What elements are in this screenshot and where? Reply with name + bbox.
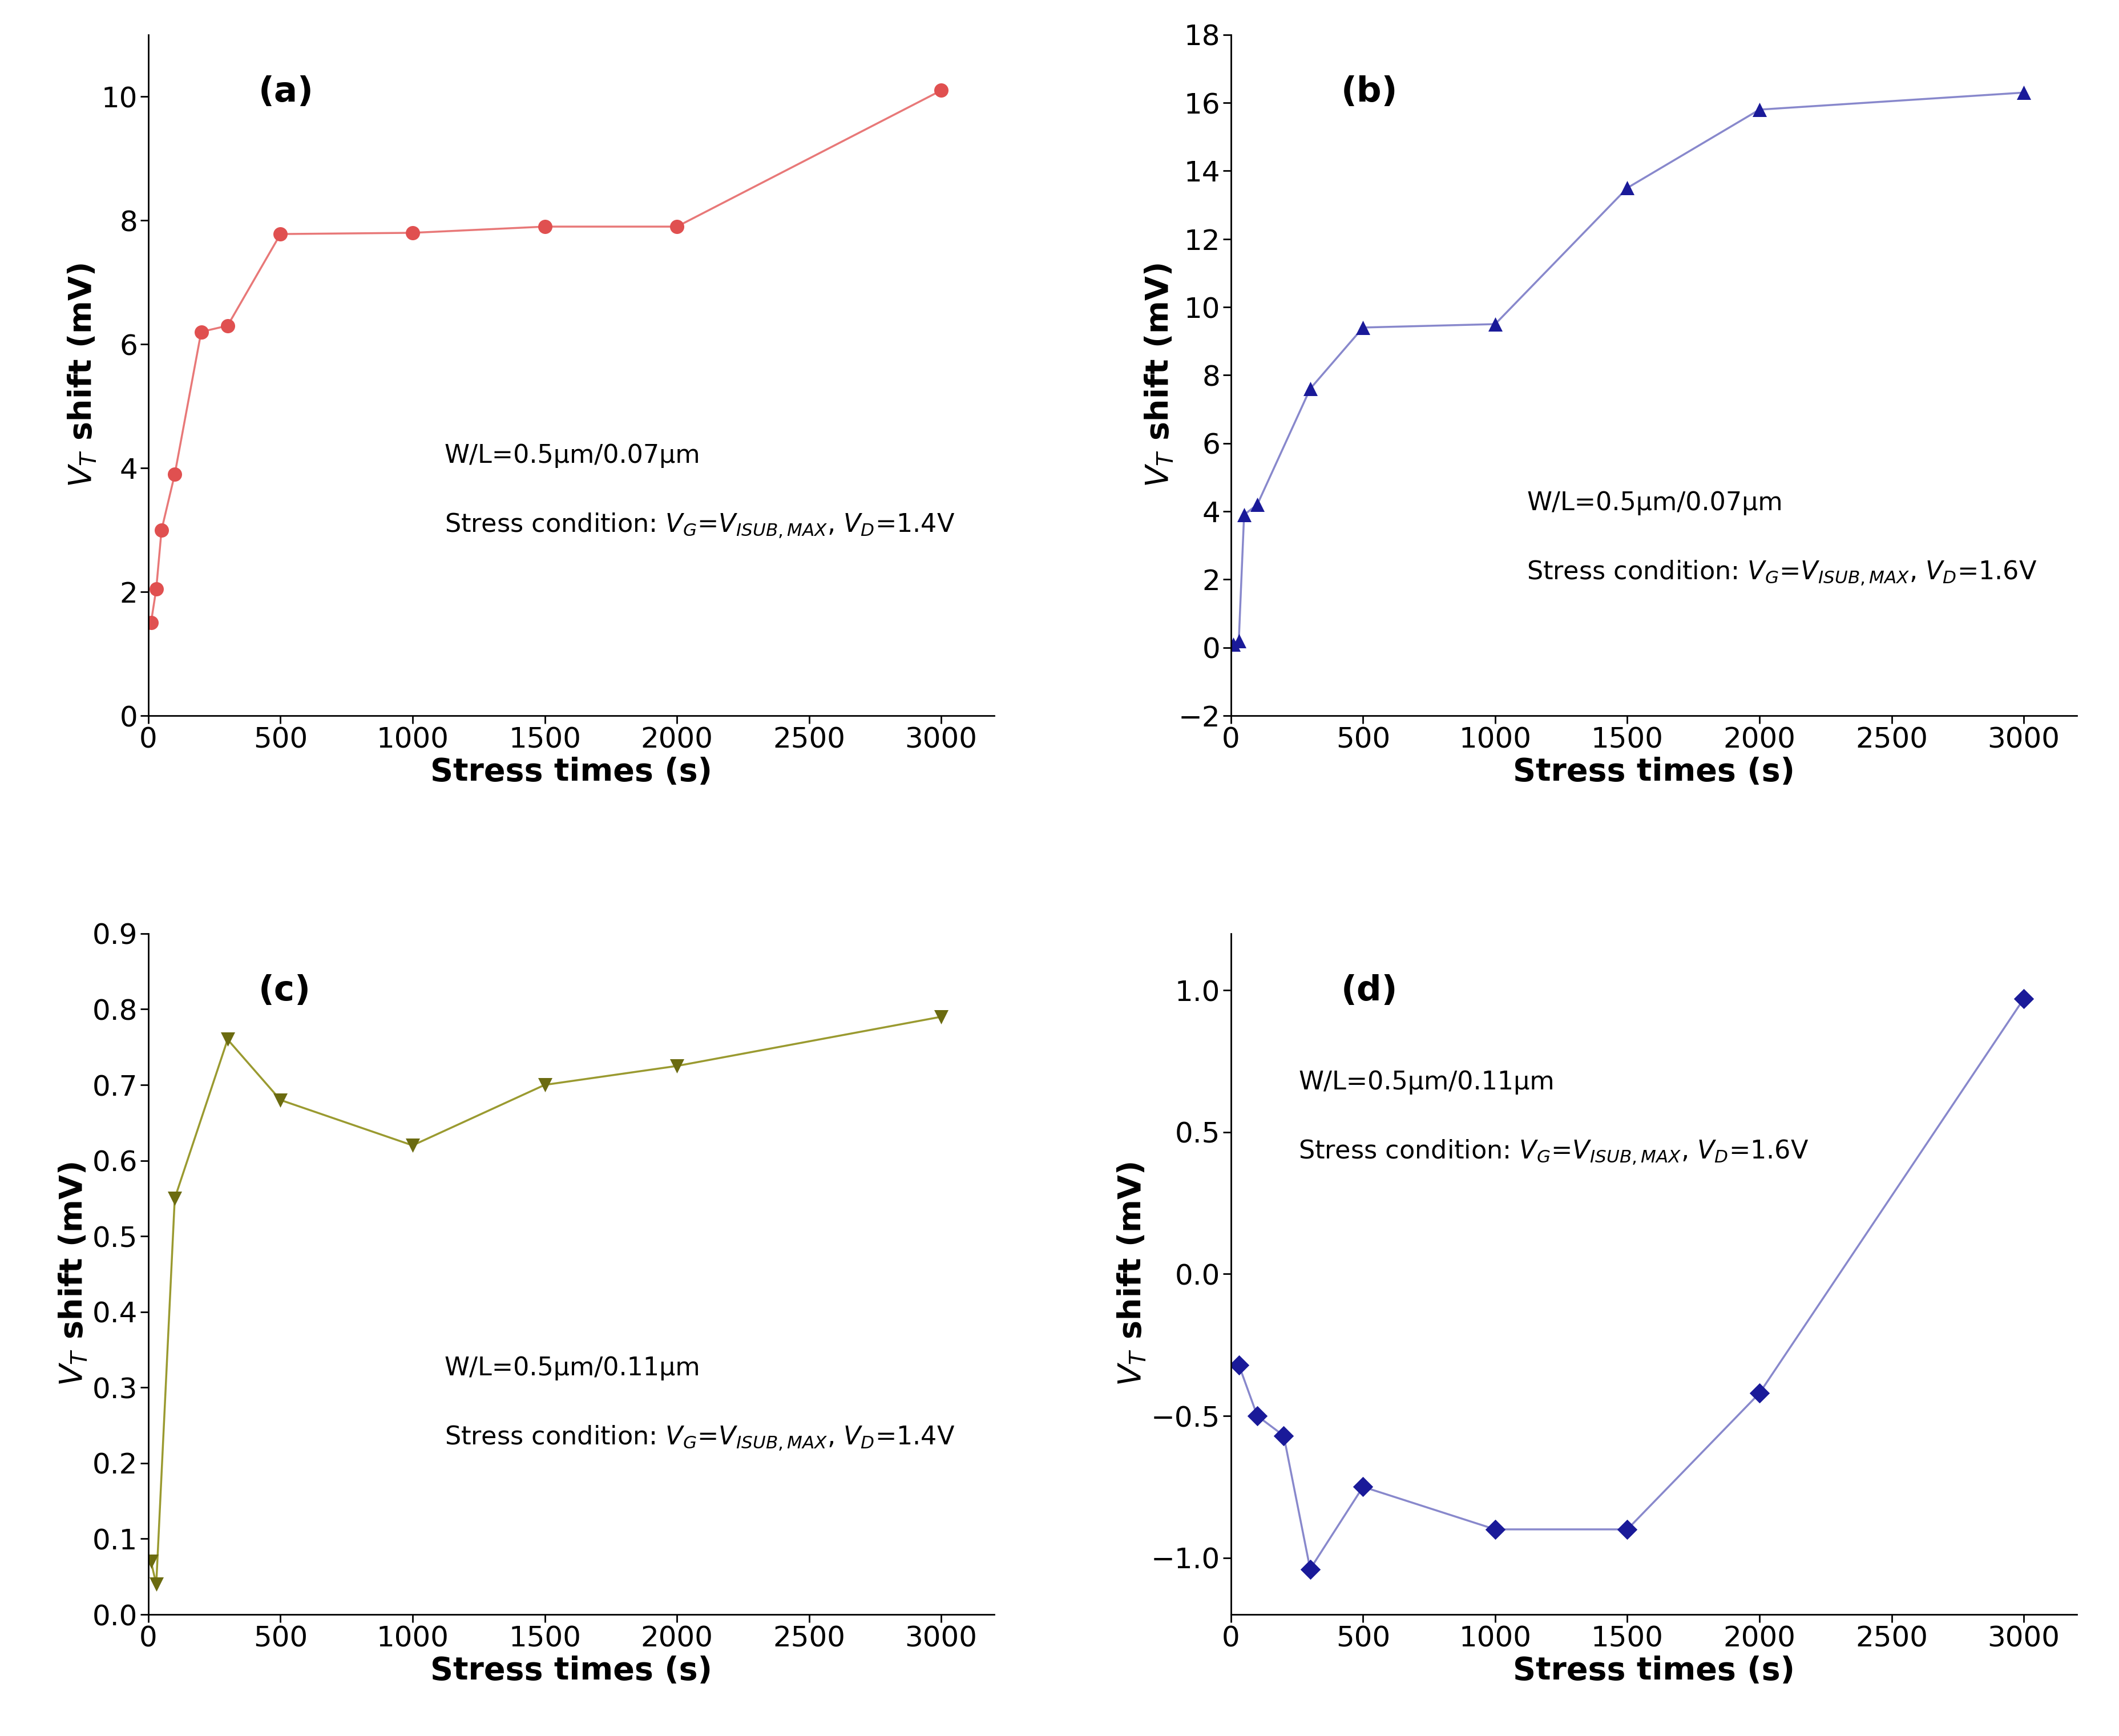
Point xyxy=(1240,1403,1274,1430)
Point xyxy=(133,1547,167,1575)
Point xyxy=(1293,1555,1326,1583)
Point xyxy=(1610,174,1644,201)
Point xyxy=(1223,627,1257,654)
Point xyxy=(924,1003,958,1031)
Point xyxy=(263,1087,297,1115)
Point xyxy=(1742,95,1776,123)
Point xyxy=(396,1132,430,1160)
Point xyxy=(1223,1351,1257,1378)
X-axis label: Stress times (s): Stress times (s) xyxy=(1513,757,1795,788)
Point xyxy=(1227,502,1261,529)
Point xyxy=(263,220,297,248)
Point xyxy=(1346,314,1379,342)
Text: W/L=0.5μm/0.07μm: W/L=0.5μm/0.07μm xyxy=(1528,491,1782,516)
Point xyxy=(659,1052,693,1080)
Y-axis label: $V_{T}$ shift (mV): $V_{T}$ shift (mV) xyxy=(1117,1161,1148,1385)
X-axis label: Stress times (s): Stress times (s) xyxy=(430,757,712,788)
Point xyxy=(2007,78,2041,106)
Point xyxy=(2007,984,2041,1012)
Point xyxy=(1216,630,1250,658)
Text: (b): (b) xyxy=(1341,76,1399,109)
Point xyxy=(1742,1380,1776,1408)
Point xyxy=(528,214,562,241)
X-axis label: Stress times (s): Stress times (s) xyxy=(1513,1656,1795,1687)
Point xyxy=(1240,491,1274,519)
Point xyxy=(1267,1422,1301,1450)
Text: Stress condition: $V_{G}$=$V_{ISUB,MAX}$, $V_{D}$=1.6V: Stress condition: $V_{G}$=$V_{ISUB,MAX}$… xyxy=(1299,1137,1810,1167)
Point xyxy=(133,609,167,637)
Text: W/L=0.5μm/0.07μm: W/L=0.5μm/0.07μm xyxy=(445,443,701,467)
Point xyxy=(140,575,174,602)
Point xyxy=(659,214,693,241)
Point xyxy=(1479,1516,1513,1543)
Point xyxy=(1610,1516,1644,1543)
Y-axis label: $V_{T}$ shift (mV): $V_{T}$ shift (mV) xyxy=(68,264,97,488)
X-axis label: Stress times (s): Stress times (s) xyxy=(430,1656,712,1687)
Text: (a): (a) xyxy=(259,76,314,109)
Text: (c): (c) xyxy=(259,974,311,1009)
Point xyxy=(1479,311,1513,339)
Point xyxy=(140,1571,174,1599)
Text: W/L=0.5μm/0.11μm: W/L=0.5μm/0.11μm xyxy=(1299,1069,1555,1094)
Point xyxy=(1293,375,1326,403)
Point xyxy=(528,1071,562,1099)
Point xyxy=(1346,1472,1379,1500)
Text: Stress condition: $V_{G}$=$V_{ISUB,MAX}$, $V_{D}$=1.4V: Stress condition: $V_{G}$=$V_{ISUB,MAX}$… xyxy=(445,512,956,540)
Point xyxy=(157,1184,191,1212)
Point xyxy=(396,219,430,247)
Point xyxy=(144,516,178,543)
Text: Stress condition: $V_{G}$=$V_{ISUB,MAX}$, $V_{D}$=1.4V: Stress condition: $V_{G}$=$V_{ISUB,MAX}$… xyxy=(445,1424,956,1453)
Y-axis label: $V_{T}$ shift (mV): $V_{T}$ shift (mV) xyxy=(1144,264,1176,488)
Point xyxy=(184,318,218,345)
Y-axis label: $V_{T}$ shift (mV): $V_{T}$ shift (mV) xyxy=(57,1161,89,1385)
Point xyxy=(924,76,958,104)
Text: (d): (d) xyxy=(1341,974,1399,1009)
Text: W/L=0.5μm/0.11μm: W/L=0.5μm/0.11μm xyxy=(445,1356,701,1380)
Point xyxy=(210,312,244,340)
Text: Stress condition: $V_{G}$=$V_{ISUB,MAX}$, $V_{D}$=1.6V: Stress condition: $V_{G}$=$V_{ISUB,MAX}$… xyxy=(1528,559,2036,587)
Point xyxy=(157,460,191,488)
Point xyxy=(210,1026,244,1054)
